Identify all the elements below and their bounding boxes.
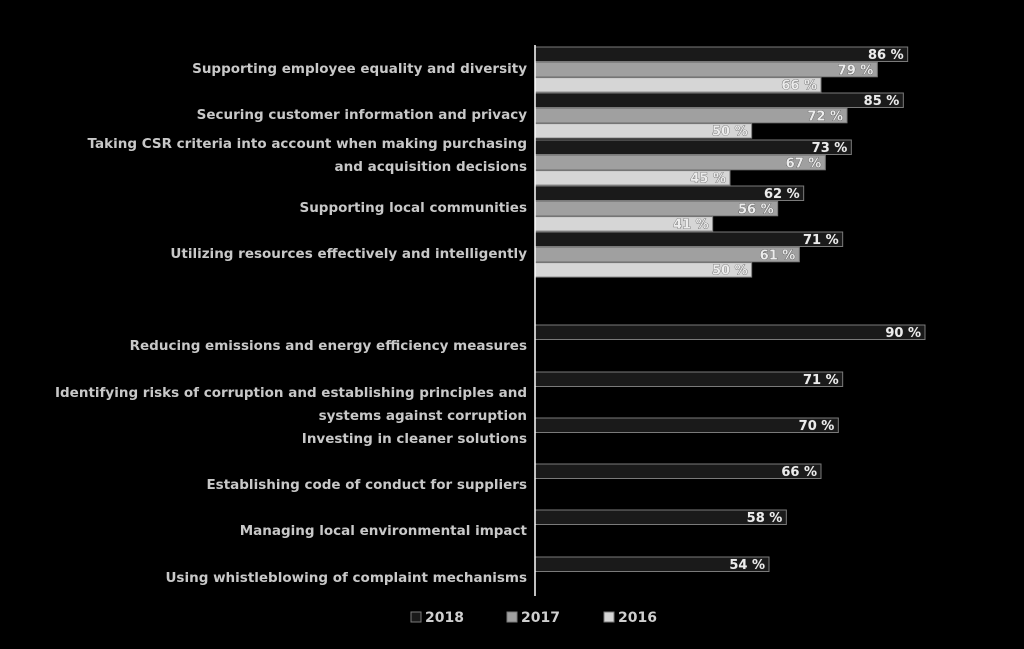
value-label-supporting-local-communities-2016: 41 % xyxy=(673,218,709,233)
category-label-securing-customer-information-and-privacy: Securing customer information and privac… xyxy=(197,107,528,123)
category-label-taking-csr-criteria-into-account-when-making-purchasing-line-2: and acquisition decisions xyxy=(335,159,527,175)
category-label-supporting-employee-equality-and-diversity: Supporting employee equality and diversi… xyxy=(192,61,527,77)
bar-establishing-code-of-conduct-for-suppliers-2018 xyxy=(534,463,822,479)
value-label-taking-csr-criteria-into-account-when-making-purchasing-2018: 73 % xyxy=(812,141,848,156)
category-label-identifying-risks-of-corruption-and-establishing-principles-and-line-2: systems against corruption xyxy=(319,408,527,424)
bar-supporting-employee-equality-and-diversity-2018 xyxy=(534,46,909,62)
value-label-securing-customer-information-and-privacy-2017: 72 % xyxy=(807,109,843,124)
category-label-managing-local-environmental-impact: Managing local environmental impact xyxy=(240,523,528,539)
bar-supporting-employee-equality-and-diversity-2016 xyxy=(534,77,822,93)
bar-investing-in-cleaner-solutions-2018 xyxy=(534,417,839,433)
value-label-using-whistleblowing-of-complaint-mechanisms-2018: 54 % xyxy=(729,558,765,573)
value-label-reducing-emissions-and-energy-efficiency-measures-2018: 90 % xyxy=(885,326,921,341)
bars-layer: 86 %79 % 66 % 85 % 72 % 50 % 73 %67 % 45 % 62 %… xyxy=(534,46,926,573)
bar-taking-csr-criteria-into-account-when-making-purchasing-2018 xyxy=(534,139,852,155)
value-label-utilizing-resources-effectively-and-intelligently-2016: 50 % xyxy=(712,264,748,279)
value-label-establishing-code-of-conduct-for-suppliers-2018: 66 % xyxy=(781,465,817,480)
legend-label-2016: 2016 xyxy=(618,610,657,626)
category-labels-layer: Supporting employee equality and diversi… xyxy=(55,61,528,586)
value-label-securing-customer-information-and-privacy-2016: 50 % xyxy=(712,125,748,140)
legend-label-2017: 2017 xyxy=(521,610,560,626)
value-label-supporting-local-communities-2017: 56 % xyxy=(738,202,774,217)
value-label-supporting-local-communities-2018: 62 % xyxy=(764,187,800,202)
bar-utilizing-resources-effectively-and-intelligently-2018 xyxy=(534,231,844,247)
category-label-using-whistleblowing-of-complaint-mechanisms: Using whistleblowing of complaint mechan… xyxy=(165,570,527,586)
value-label-utilizing-resources-effectively-and-intelligently-2018: 71 % xyxy=(803,233,839,248)
bar-securing-customer-information-and-privacy-2017 xyxy=(534,107,848,124)
category-label-reducing-emissions-and-energy-efficiency-measures: Reducing emissions and energy efficiency… xyxy=(130,338,527,354)
value-label-supporting-employee-equality-and-diversity-2018: 86 % xyxy=(868,48,904,63)
category-label-taking-csr-criteria-into-account-when-making-purchasing-line-1: Taking CSR criteria into account when ma… xyxy=(88,136,527,152)
value-label-taking-csr-criteria-into-account-when-making-purchasing-2016: 45 % xyxy=(690,172,726,187)
legend-swatch-2016 xyxy=(603,611,615,623)
legend: 2018 2017 2016 xyxy=(410,610,657,626)
bar-reducing-emissions-and-energy-efficiency-measures-2018 xyxy=(534,324,926,340)
bar-supporting-employee-equality-and-diversity-2017 xyxy=(534,61,878,78)
category-label-identifying-risks-of-corruption-and-establishing-principles-and-line-1: Identifying risks of corruption and esta… xyxy=(55,385,527,401)
legend-swatch-2018 xyxy=(410,611,422,623)
legend-label-2018: 2018 xyxy=(425,610,464,626)
bar-taking-csr-criteria-into-account-when-making-purchasing-2017 xyxy=(534,154,826,171)
value-label-managing-local-environmental-impact-2018: 58 % xyxy=(747,511,783,526)
value-label-utilizing-resources-effectively-and-intelligently-2017: 61 % xyxy=(760,248,796,263)
value-label-investing-in-cleaner-solutions-2018: 70 % xyxy=(799,419,835,434)
category-label-utilizing-resources-effectively-and-intelligently: Utilizing resources effectively and inte… xyxy=(170,246,527,262)
category-label-establishing-code-of-conduct-for-suppliers: Establishing code of conduct for supplie… xyxy=(206,477,527,493)
value-label-securing-customer-information-and-privacy-2018: 85 % xyxy=(864,94,900,109)
value-label-supporting-employee-equality-and-diversity-2017: 79 % xyxy=(838,63,874,78)
value-label-supporting-employee-equality-and-diversity-2016: 66 % xyxy=(781,79,817,94)
bar-identifying-risks-of-corruption-and-establishing-principles-and-2018 xyxy=(534,371,844,387)
bar-securing-customer-information-and-privacy-2018 xyxy=(534,92,904,108)
value-label-identifying-risks-of-corruption-and-establishing-principles-and-2018: 71 % xyxy=(803,373,839,388)
category-label-investing-in-cleaner-solutions: Investing in cleaner solutions xyxy=(302,431,527,447)
category-label-supporting-local-communities: Supporting local communities xyxy=(299,200,527,216)
legend-swatch-2017 xyxy=(506,611,518,623)
value-label-taking-csr-criteria-into-account-when-making-purchasing-2017: 67 % xyxy=(786,156,822,171)
